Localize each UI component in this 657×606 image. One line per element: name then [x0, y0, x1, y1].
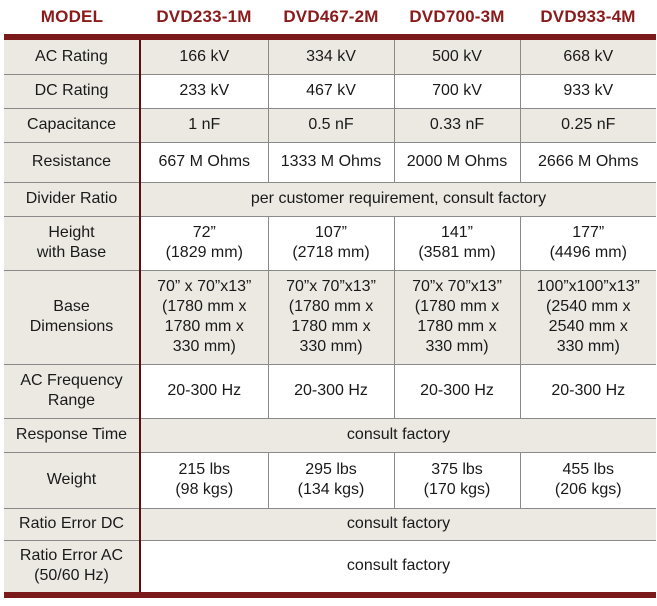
table-cell: 20-300 Hz: [267, 363, 395, 419]
table-row: Ratio Error AC (50/60 Hz) consult factor…: [4, 539, 656, 592]
row-label: Divider Ratio: [4, 181, 141, 217]
table-cell: 141” (3581 mm): [393, 215, 521, 271]
table-cell: 70” x 70”x13” (1780 mm x 1780 mm x 330 m…: [139, 269, 269, 365]
table-cell: 933 kV: [519, 73, 656, 109]
table-row: Divider Ratio per customer requirement, …: [4, 181, 656, 217]
table-cell-span: consult factory: [139, 539, 656, 592]
table-row: Base Dimensions 70” x 70”x13” (1780 mm x…: [4, 269, 656, 365]
row-label: AC Frequency Range: [4, 363, 141, 419]
table-row: Height with Base 72” (1829 mm) 107” (271…: [4, 215, 656, 271]
table-cell: 0.5 nF: [267, 107, 395, 143]
table-cell: 1333 M Ohms: [267, 141, 395, 183]
table-cell: 215 lbs (98 kgs): [139, 451, 269, 509]
table-row: Weight 215 lbs (98 kgs) 295 lbs (134 kgs…: [4, 451, 656, 509]
table-cell: 500 kV: [393, 40, 521, 75]
row-label: Height with Base: [4, 215, 141, 271]
row-label: DC Rating: [4, 73, 141, 109]
table-cell-span: consult factory: [139, 417, 656, 453]
table-cell: 0.25 nF: [519, 107, 656, 143]
table-cell: 375 lbs (170 kgs): [393, 451, 521, 509]
table-row: AC Rating 166 kV 334 kV 500 kV 668 kV: [4, 40, 656, 75]
model-header: MODEL: [40, 7, 104, 26]
table-cell: 166 kV: [139, 40, 269, 75]
table-cell: 467 kV: [267, 73, 395, 109]
table-row: Resistance 667 M Ohms 1333 M Ohms 2000 M…: [4, 141, 656, 183]
table-row: Capacitance 1 nF 0.5 nF 0.33 nF 0.25 nF: [4, 107, 656, 143]
table-cell-span: consult factory: [139, 507, 656, 541]
header-row: MODEL DVD233-1M DVD467-2M DVD700-3M DVD9…: [4, 0, 656, 34]
row-label: Resistance: [4, 141, 141, 183]
row-label: Response Time: [4, 417, 141, 453]
model-name: DVD467-2M: [283, 7, 379, 26]
table-cell: 177” (4496 mm): [519, 215, 656, 271]
row-label: Capacitance: [4, 107, 141, 143]
table-cell: 700 kV: [393, 73, 521, 109]
table-row: AC Frequency Range 20-300 Hz 20-300 Hz 2…: [4, 363, 656, 419]
model-name: DVD700-3M: [409, 7, 505, 26]
row-label: Weight: [4, 451, 141, 509]
table-cell: 334 kV: [267, 40, 395, 75]
table-cell: 2000 M Ohms: [393, 141, 521, 183]
table-cell: 72” (1829 mm): [139, 215, 269, 271]
table-cell: 1 nF: [139, 107, 269, 143]
bottom-rule: [4, 592, 656, 598]
spec-table: AC Rating 166 kV 334 kV 500 kV 668 kV DC…: [4, 40, 656, 592]
table-cell: 455 lbs (206 kgs): [519, 451, 656, 509]
table-cell: 70”x 70”x13” (1780 mm x 1780 mm x 330 mm…: [267, 269, 395, 365]
table-row: Response Time consult factory: [4, 417, 656, 453]
table-cell-span: per customer requirement, consult factor…: [139, 181, 656, 217]
spec-sheet: MODEL DVD233-1M DVD467-2M DVD700-3M DVD9…: [4, 0, 656, 598]
table-cell: 2666 M Ohms: [519, 141, 656, 183]
table-cell: 668 kV: [519, 40, 656, 75]
table-cell: 20-300 Hz: [393, 363, 521, 419]
row-label: Ratio Error DC: [4, 507, 141, 541]
table-cell: 20-300 Hz: [139, 363, 269, 419]
table-cell: 233 kV: [139, 73, 269, 109]
table-cell: 20-300 Hz: [519, 363, 656, 419]
table-cell: 107” (2718 mm): [267, 215, 395, 271]
row-label: Ratio Error AC (50/60 Hz): [4, 539, 141, 592]
table-row: DC Rating 233 kV 467 kV 700 kV 933 kV: [4, 73, 656, 109]
table-cell: 70”x 70”x13” (1780 mm x 1780 mm x 330 mm…: [393, 269, 521, 365]
row-label: Base Dimensions: [4, 269, 141, 365]
table-cell: 667 M Ohms: [139, 141, 269, 183]
top-rule: [4, 34, 656, 40]
table-cell: 100”x100”x13” (2540 mm x 2540 mm x 330 m…: [519, 269, 656, 365]
row-label: AC Rating: [4, 40, 141, 75]
model-name: DVD933-4M: [540, 7, 636, 26]
table-cell: 295 lbs (134 kgs): [267, 451, 395, 509]
model-name: DVD233-1M: [156, 7, 252, 26]
table-row: Ratio Error DC consult factory: [4, 507, 656, 541]
table-cell: 0.33 nF: [393, 107, 521, 143]
